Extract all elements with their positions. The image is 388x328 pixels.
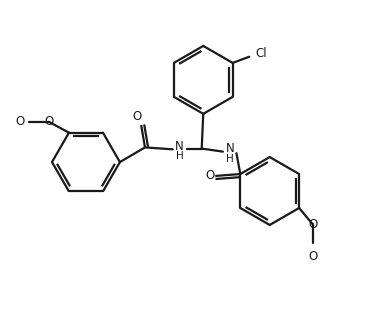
Text: O: O [16, 115, 25, 128]
Text: O: O [44, 115, 53, 128]
Text: O: O [309, 218, 318, 232]
Text: O: O [206, 170, 215, 182]
Text: N: N [225, 142, 234, 155]
Text: O: O [308, 250, 317, 263]
Text: H: H [176, 151, 184, 161]
Text: Cl: Cl [255, 47, 267, 60]
Text: H: H [226, 154, 234, 164]
Text: N: N [175, 140, 184, 153]
Text: O: O [132, 110, 141, 123]
